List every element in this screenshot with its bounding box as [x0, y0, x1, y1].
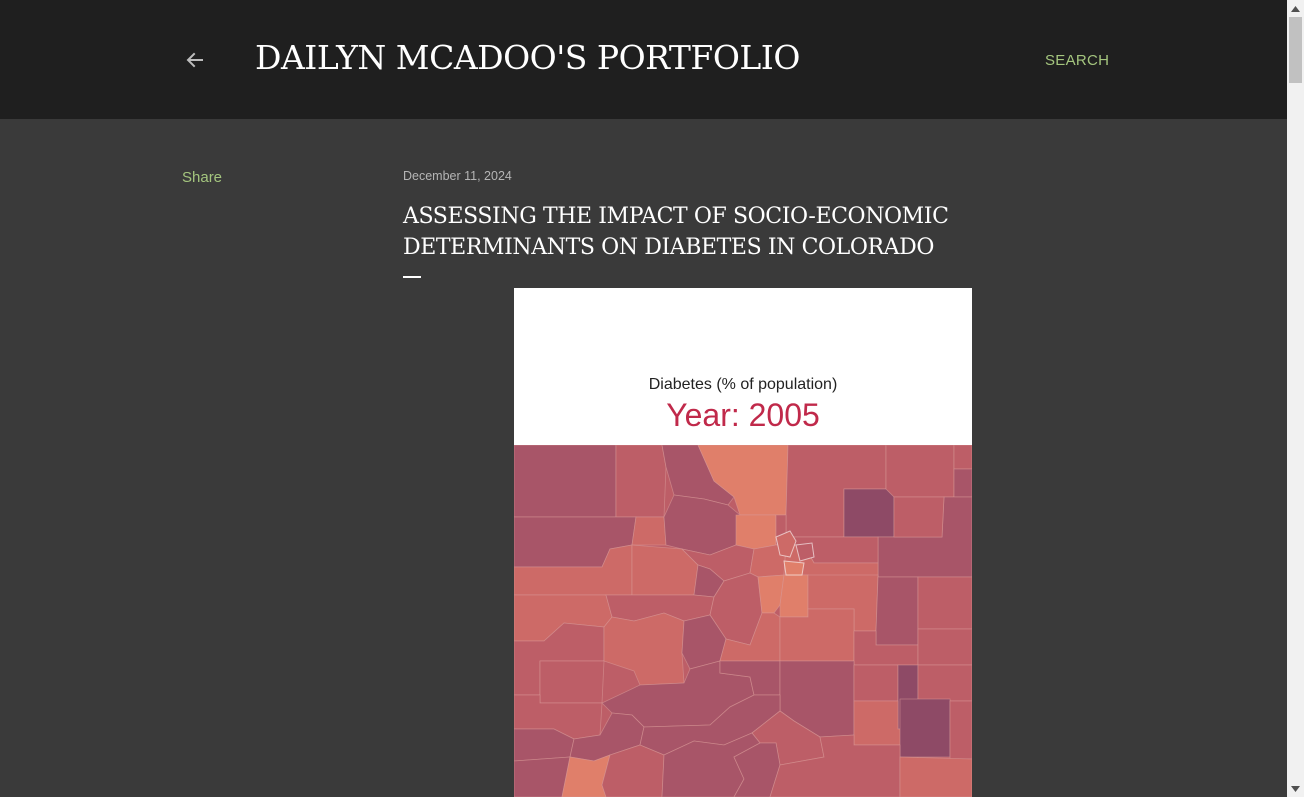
county-region — [775, 530, 797, 558]
back-button[interactable] — [183, 48, 207, 72]
county-region — [779, 574, 809, 618]
county-region — [783, 560, 805, 576]
county-region — [899, 756, 972, 797]
scroll-up-button[interactable] — [1287, 0, 1304, 17]
site-title[interactable]: DAILYN MCADOO'S PORTFOLIO — [255, 38, 800, 77]
county-region — [514, 445, 617, 518]
county-region — [917, 628, 972, 666]
page-scrollbar[interactable] — [1287, 0, 1304, 797]
county-region — [885, 445, 955, 498]
county-region — [917, 576, 972, 630]
county-region — [843, 488, 895, 538]
map-caption: Diabetes (% of population) — [648, 376, 838, 393]
county-region — [514, 756, 571, 797]
county-region — [949, 700, 972, 760]
arrow-left-icon — [186, 52, 203, 68]
county-region — [795, 542, 815, 562]
county-region — [769, 734, 901, 797]
triangle-up-icon — [1291, 5, 1300, 12]
county-region — [893, 496, 945, 538]
county-region — [875, 576, 919, 646]
county-region — [853, 664, 899, 702]
scrollbar-thumb[interactable] — [1289, 17, 1302, 83]
county-region — [953, 468, 972, 498]
county-region — [561, 754, 611, 797]
search-button[interactable]: SEARCH — [1045, 52, 1110, 69]
triangle-down-icon — [1291, 785, 1300, 792]
colorado-county-map — [514, 445, 972, 797]
county-region — [539, 660, 605, 704]
site-header: DAILYN MCADOO'S PORTFOLIO SEARCH — [0, 0, 1287, 119]
scroll-down-button[interactable] — [1287, 780, 1304, 797]
county-region — [757, 574, 785, 614]
county-region — [953, 445, 972, 470]
county-region — [917, 664, 972, 702]
county-region — [735, 514, 777, 550]
post-date[interactable]: December 11, 2024 — [403, 169, 512, 183]
title-divider — [403, 276, 421, 278]
post-title[interactable]: ASSESSING THE IMPACT OF SOCIO-ECONOMIC D… — [403, 204, 949, 260]
county-region — [631, 516, 667, 546]
county-region — [601, 744, 665, 797]
county-region — [899, 698, 951, 758]
map-year-label: Year: 2005 — [666, 397, 820, 433]
diabetes-map-figure[interactable]: Diabetes (% of population) Year: 2005 — [514, 288, 972, 797]
share-button[interactable]: Share — [182, 169, 223, 186]
county-region — [615, 445, 667, 518]
county-region — [779, 608, 855, 662]
